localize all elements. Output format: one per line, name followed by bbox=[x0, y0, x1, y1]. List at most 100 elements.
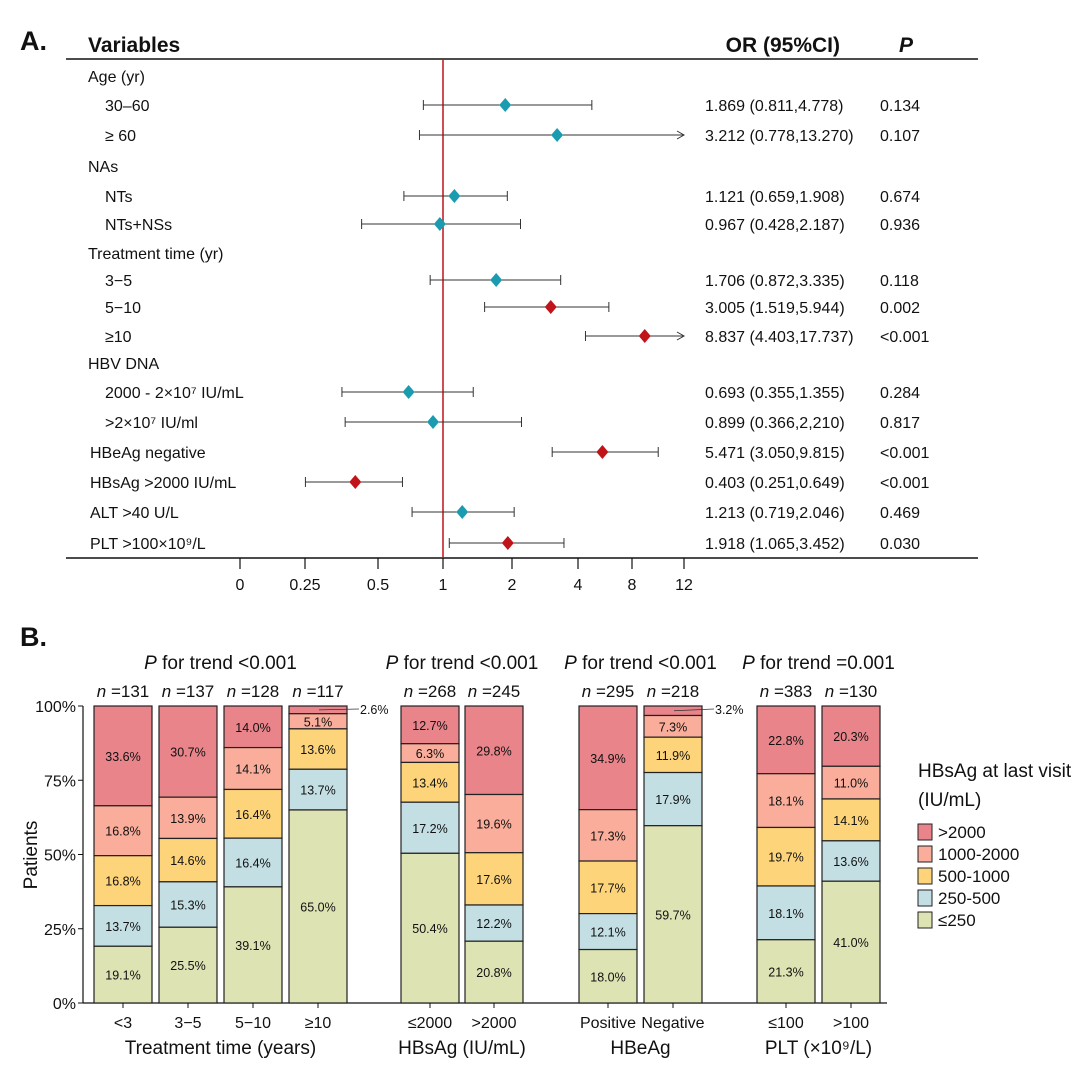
segment-label: 25.5% bbox=[170, 959, 205, 973]
or-point-diamond bbox=[544, 300, 557, 314]
bar-segment bbox=[821, 798, 881, 842]
leader-line bbox=[673, 708, 715, 712]
segment-label: 11.0% bbox=[834, 777, 869, 791]
segment-label: 17.7% bbox=[590, 881, 625, 895]
segment-label: 7.3% bbox=[659, 720, 688, 734]
y-axis-title: Patients bbox=[21, 821, 42, 890]
row-label: HBsAg >2000 IU/mL bbox=[90, 475, 236, 492]
segment-label: 13.6% bbox=[300, 743, 335, 757]
trend-label: P for trend <0.001 bbox=[564, 653, 717, 674]
n-prefix: n bbox=[468, 682, 482, 701]
row-label: 5−10 bbox=[105, 300, 141, 317]
trend-text: for trend =0.001 bbox=[755, 653, 895, 674]
trend-p: P bbox=[564, 653, 577, 674]
segment-label: 17.6% bbox=[476, 873, 511, 887]
segment-label: 12.7% bbox=[412, 719, 447, 733]
x-tick-label: 3−5 bbox=[174, 1015, 201, 1032]
trend-p: P bbox=[144, 653, 157, 674]
segment-label: 50.4% bbox=[412, 922, 447, 936]
n-label: n =218 bbox=[647, 682, 699, 701]
x-tick-label: Positive bbox=[580, 1015, 636, 1032]
y-tick-label: 100% bbox=[35, 699, 76, 716]
legend-subtitle: (IU/mL) bbox=[918, 790, 981, 811]
row-label: 30–60 bbox=[105, 98, 150, 115]
trend-p: P bbox=[386, 653, 399, 674]
legend-item-label: 500-1000 bbox=[938, 867, 1010, 886]
p-value: 0.030 bbox=[880, 536, 920, 553]
n-prefix: n bbox=[292, 682, 306, 701]
legend-item-label: 250-500 bbox=[938, 889, 1000, 908]
n-label: n =137 bbox=[162, 682, 214, 701]
or-point-diamond bbox=[433, 217, 446, 231]
n-value: =383 bbox=[774, 682, 812, 701]
segment-label: 5.1% bbox=[304, 715, 333, 729]
segment-label: 13.7% bbox=[300, 784, 335, 798]
row-label: 3−5 bbox=[105, 273, 132, 290]
segment-label: 34.9% bbox=[590, 752, 625, 766]
y-tick-label: 75% bbox=[44, 773, 76, 790]
segment-label: 16.4% bbox=[235, 857, 270, 871]
n-prefix: n bbox=[227, 682, 241, 701]
p-value: 0.284 bbox=[880, 385, 920, 402]
segment-label: 14.1% bbox=[235, 763, 270, 777]
segment-label: 33.6% bbox=[105, 750, 140, 764]
row-group-label: HBV DNA bbox=[88, 356, 159, 373]
header-or: OR (95%CI) bbox=[726, 34, 840, 57]
bar-segment bbox=[821, 765, 881, 800]
n-value: =245 bbox=[482, 682, 520, 701]
bar-segment bbox=[821, 705, 881, 767]
row-group-label: NAs bbox=[88, 159, 118, 176]
bar-segment bbox=[821, 880, 881, 1004]
segment-label: 13.7% bbox=[105, 920, 140, 934]
n-label: n =245 bbox=[468, 682, 520, 701]
panel-label-a: A. bbox=[20, 26, 47, 56]
bar-segment bbox=[643, 771, 703, 827]
or-ci-text: 5.471 (3.050,9.815) bbox=[705, 445, 845, 462]
n-value: =131 bbox=[111, 682, 149, 701]
p-value: 0.469 bbox=[880, 505, 920, 522]
or-ci-text: 0.899 (0.366,2,210) bbox=[705, 415, 845, 432]
forest-plot: A. Variables OR (95%CI) P0 0.25 0.5 1 2 4 8 12Age … bbox=[20, 26, 978, 594]
x-tick-label: ≥10 bbox=[305, 1015, 332, 1032]
header-variables: Variables bbox=[88, 34, 180, 57]
segment-label: 6.3% bbox=[416, 747, 445, 761]
x-tick-label: ≤100 bbox=[768, 1015, 804, 1032]
outside-segment-label: 2.6% bbox=[360, 703, 389, 717]
ci-arrow-icon bbox=[676, 130, 686, 140]
bar-segment bbox=[578, 948, 638, 1004]
bar-segment bbox=[464, 904, 524, 942]
header-p: P bbox=[899, 34, 914, 57]
p-value: 0.118 bbox=[880, 273, 919, 290]
p-value: <0.001 bbox=[880, 445, 929, 462]
x-tick-label: 4 bbox=[574, 577, 583, 594]
or-ci-text: 1.213 (0.719,2.046) bbox=[705, 505, 845, 522]
x-tick-label: 0.25 bbox=[289, 577, 320, 594]
row-label: 2000 - 2×10⁷ IU/mL bbox=[105, 385, 244, 402]
segment-label: 14.1% bbox=[833, 814, 868, 828]
n-label: n =131 bbox=[97, 682, 149, 701]
row-label: ≥10 bbox=[105, 329, 132, 346]
trend-label: P for trend <0.001 bbox=[386, 653, 539, 674]
segment-label: 14.6% bbox=[170, 854, 205, 868]
bar-segment bbox=[756, 826, 816, 887]
bar-segment bbox=[578, 860, 638, 915]
bar-segment bbox=[821, 840, 881, 882]
p-value: <0.001 bbox=[880, 329, 929, 346]
y-tick-label: 50% bbox=[44, 848, 76, 865]
legend-item-label: >2000 bbox=[938, 823, 986, 842]
n-label: n =128 bbox=[227, 682, 279, 701]
bar-segment bbox=[756, 939, 816, 1004]
p-value: 0.674 bbox=[880, 189, 920, 206]
legend-swatch bbox=[917, 823, 933, 841]
p-value: 0.936 bbox=[880, 217, 920, 234]
row-label: NTs bbox=[105, 189, 133, 206]
legend-swatch bbox=[917, 867, 933, 885]
bar-segment bbox=[288, 728, 348, 770]
p-value: 0.107 bbox=[880, 128, 920, 145]
n-prefix: n bbox=[825, 682, 839, 701]
n-prefix: n bbox=[647, 682, 661, 701]
bar-segment bbox=[223, 705, 283, 749]
n-value: =268 bbox=[418, 682, 456, 701]
segment-label: 17.9% bbox=[655, 793, 690, 807]
